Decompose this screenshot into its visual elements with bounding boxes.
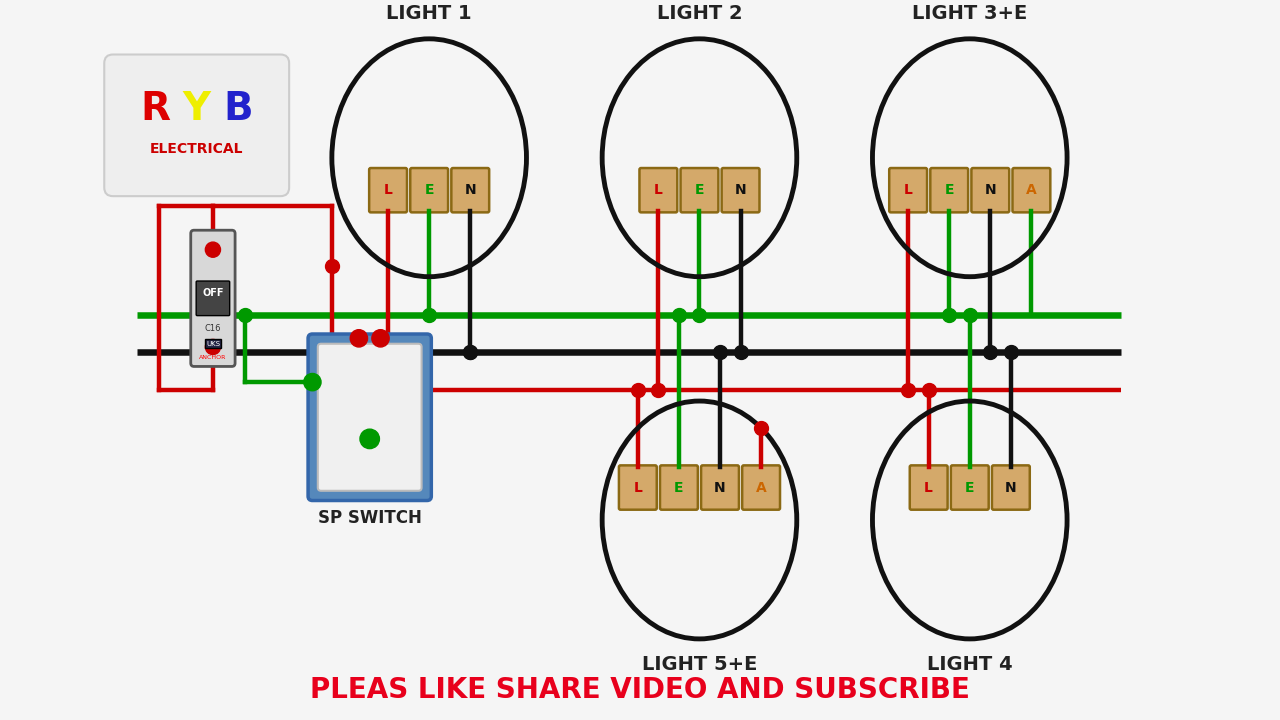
Text: E: E [695, 183, 704, 197]
Text: LIGHT 5+E: LIGHT 5+E [641, 655, 758, 674]
Text: LIGHT 2: LIGHT 2 [657, 4, 742, 22]
FancyBboxPatch shape [317, 343, 421, 491]
FancyBboxPatch shape [681, 168, 718, 212]
Text: E: E [675, 480, 684, 495]
Text: L: L [654, 183, 663, 197]
FancyBboxPatch shape [196, 281, 229, 315]
FancyBboxPatch shape [972, 168, 1009, 212]
Circle shape [205, 242, 220, 257]
Text: SP SWITCH: SP SWITCH [317, 509, 421, 527]
FancyBboxPatch shape [308, 334, 431, 500]
Text: LIGHT 1: LIGHT 1 [387, 4, 472, 22]
FancyBboxPatch shape [660, 465, 698, 510]
Text: Y: Y [183, 90, 211, 128]
FancyBboxPatch shape [992, 465, 1030, 510]
Circle shape [351, 330, 367, 347]
FancyBboxPatch shape [640, 168, 677, 212]
Text: L: L [384, 183, 393, 197]
Text: A: A [1027, 183, 1037, 197]
Text: LIGHT 4: LIGHT 4 [927, 655, 1012, 674]
FancyBboxPatch shape [890, 168, 927, 212]
FancyBboxPatch shape [742, 465, 780, 510]
Text: C16: C16 [205, 324, 221, 333]
Circle shape [303, 374, 321, 391]
FancyBboxPatch shape [452, 168, 489, 212]
Text: N: N [735, 183, 746, 197]
Text: N: N [465, 183, 476, 197]
FancyBboxPatch shape [620, 465, 657, 510]
Text: L: L [634, 480, 643, 495]
Circle shape [205, 339, 220, 354]
FancyBboxPatch shape [104, 55, 289, 196]
FancyBboxPatch shape [910, 465, 947, 510]
Text: E: E [945, 183, 954, 197]
Text: L: L [904, 183, 913, 197]
FancyBboxPatch shape [411, 168, 448, 212]
FancyBboxPatch shape [931, 168, 968, 212]
FancyBboxPatch shape [191, 230, 236, 366]
Text: N: N [1005, 480, 1016, 495]
Text: N: N [984, 183, 996, 197]
Text: E: E [425, 183, 434, 197]
Circle shape [372, 330, 389, 347]
Text: R: R [141, 90, 170, 128]
Text: UKS: UKS [206, 341, 220, 347]
FancyBboxPatch shape [1012, 168, 1051, 212]
Text: ELECTRICAL: ELECTRICAL [150, 142, 243, 156]
Text: B: B [223, 90, 252, 128]
Text: LIGHT 3+E: LIGHT 3+E [913, 4, 1028, 22]
FancyBboxPatch shape [701, 465, 739, 510]
Text: L: L [924, 480, 933, 495]
FancyBboxPatch shape [951, 465, 988, 510]
FancyBboxPatch shape [722, 168, 759, 212]
Text: PLEAS LIKE SHARE VIDEO AND SUBSCRIBE: PLEAS LIKE SHARE VIDEO AND SUBSCRIBE [310, 676, 970, 703]
Text: A: A [755, 480, 767, 495]
FancyBboxPatch shape [369, 168, 407, 212]
Text: E: E [965, 480, 974, 495]
Text: OFF: OFF [202, 288, 224, 298]
Text: N: N [714, 480, 726, 495]
Text: ANCHOR: ANCHOR [200, 355, 227, 360]
Circle shape [360, 429, 379, 449]
